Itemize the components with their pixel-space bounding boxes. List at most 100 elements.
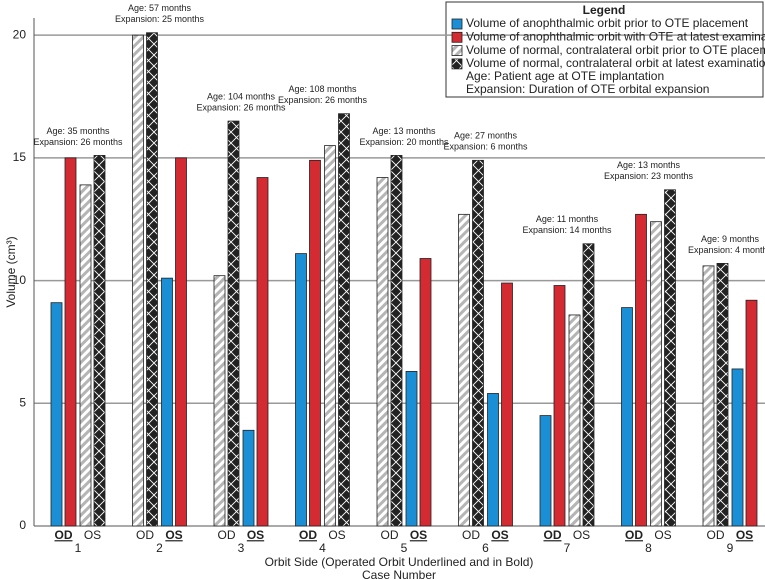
legend-label: Volume of anophthalmic orbit prior to OT… <box>466 16 749 30</box>
y-tick-label: 15 <box>13 150 27 164</box>
side-label: OD <box>299 528 317 542</box>
annotation: Expansion: 26 months <box>33 137 123 147</box>
annotation: Age: 13 months <box>372 126 436 136</box>
legend-label: Volume of anophthalmic orbit with OTE at… <box>466 29 765 43</box>
side-label: OS <box>328 528 345 542</box>
bar <box>716 263 729 527</box>
bar <box>338 113 350 527</box>
bar <box>256 177 269 527</box>
bar <box>376 177 389 527</box>
annotation: Expansion: 6 months <box>443 142 528 152</box>
bar <box>472 159 484 527</box>
bar <box>458 213 470 527</box>
legend-swatch <box>451 31 463 43</box>
bar <box>50 302 63 527</box>
side-label: OD <box>544 528 562 542</box>
case-label: 8 <box>645 541 652 555</box>
x-axis-subtitle: Case Number <box>362 568 436 580</box>
bar <box>132 34 144 527</box>
bar <box>487 393 499 527</box>
case-label: 5 <box>401 541 408 555</box>
annotation: Age: 108 months <box>288 84 357 94</box>
bar <box>146 32 158 527</box>
case-label: 1 <box>75 541 82 555</box>
annotation: Age: 35 months <box>46 126 110 136</box>
legend-box <box>445 1 764 98</box>
bar <box>731 368 744 527</box>
side-label: OS <box>491 528 508 542</box>
bar <box>650 221 662 527</box>
legend-swatch <box>451 45 463 56</box>
side-label: OD <box>381 528 399 542</box>
bar <box>664 189 676 527</box>
side-label: OS <box>654 528 671 542</box>
bar <box>64 157 77 527</box>
y-tick-label: 20 <box>13 27 27 41</box>
y-tick-label: 10 <box>13 273 27 287</box>
bar <box>405 370 418 527</box>
annotation: Expansion: 26 months <box>196 102 286 112</box>
bar <box>390 155 403 527</box>
bar <box>553 285 566 527</box>
side-label: OD <box>625 528 643 542</box>
side-label: OD <box>136 528 154 542</box>
side-label: OD <box>55 528 73 542</box>
bar <box>501 282 513 527</box>
case-label: 3 <box>238 541 245 555</box>
bar <box>242 429 255 527</box>
bar <box>79 184 92 527</box>
annotation: Age: 13 months <box>617 160 681 170</box>
bar <box>227 120 240 527</box>
bar <box>309 159 321 527</box>
y-tick-label: 5 <box>19 395 26 409</box>
case-label: 4 <box>319 541 326 555</box>
bar <box>161 277 173 527</box>
annotation: Expansion: 14 months <box>522 225 612 235</box>
bar <box>295 253 307 527</box>
side-label: OS <box>84 528 101 542</box>
side-label: OS <box>573 528 590 542</box>
annotation: Age: 11 months <box>536 214 599 224</box>
side-label: OS <box>165 528 182 542</box>
case-label: 6 <box>482 541 489 555</box>
side-label: OS <box>410 528 427 542</box>
case-label: 7 <box>564 541 571 555</box>
side-label: OS <box>736 528 753 542</box>
annotation: Expansion: 26 months <box>278 95 368 105</box>
annotation: Age: 27 months <box>454 131 518 141</box>
annotation: Age: 104 months <box>207 91 276 101</box>
legend-swatch <box>451 58 463 70</box>
side-label: OD <box>707 528 725 542</box>
bar <box>582 243 595 527</box>
bar <box>635 213 647 527</box>
bar <box>213 275 226 527</box>
bar <box>93 155 106 527</box>
y-tick-label: 0 <box>19 518 26 532</box>
legend-title: Legend <box>583 3 626 17</box>
side-label: OD <box>218 528 236 542</box>
legend-swatch <box>451 18 463 30</box>
case-label: 2 <box>156 541 163 555</box>
bar <box>745 299 758 527</box>
side-label: OS <box>247 528 264 542</box>
side-label: OD <box>462 528 480 542</box>
bar <box>621 307 633 527</box>
annotation: Age: 57 months <box>128 3 192 13</box>
bar <box>175 157 187 527</box>
y-axis-title: Volume (cm³) <box>4 236 18 307</box>
case-label: 9 <box>727 541 734 555</box>
bar <box>539 415 552 527</box>
legend-note: Age: Patient age at OTE implantation <box>466 69 664 83</box>
legend-label: Volume of normal, contralateral orbit pr… <box>466 43 765 57</box>
annotation: Expansion: 20 months <box>359 137 449 147</box>
bar <box>568 314 581 527</box>
legend-label: Volume of normal, contralateral orbit at… <box>466 56 765 70</box>
annotation: Expansion: 4 months <box>688 245 765 255</box>
annotation: Expansion: 25 months <box>115 14 205 24</box>
annotation: Age: 9 months <box>701 234 760 244</box>
annotation: Expansion: 23 months <box>604 171 694 181</box>
bar <box>324 145 336 527</box>
x-axis-title: Orbit Side (Operated Orbit Underlined an… <box>265 555 534 569</box>
